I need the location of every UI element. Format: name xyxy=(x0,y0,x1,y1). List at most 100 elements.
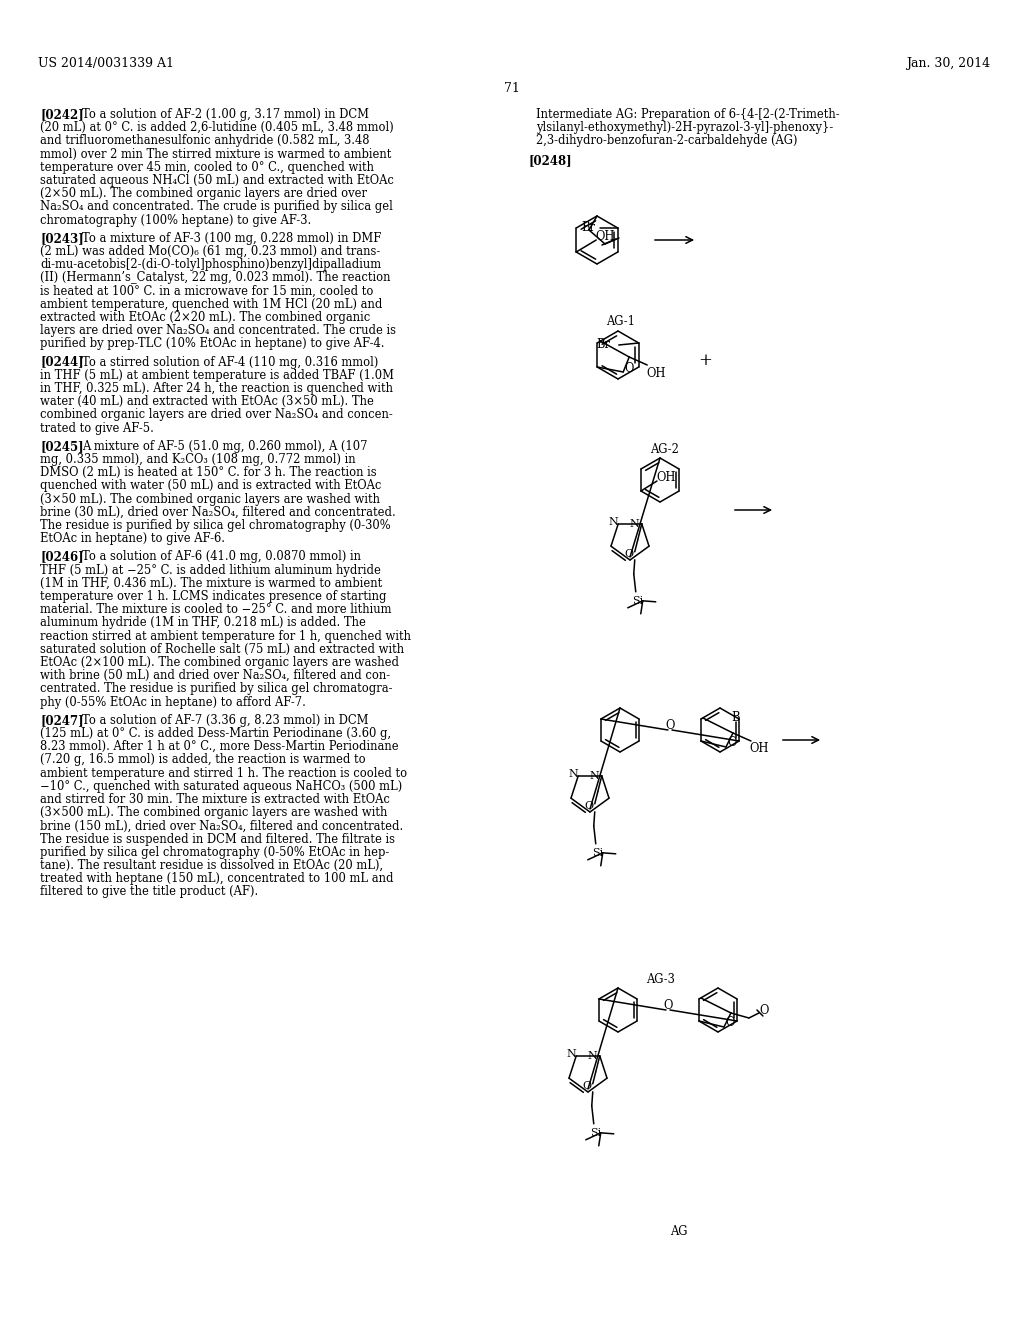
Text: [0244]: [0244] xyxy=(40,355,84,368)
Text: mmol) over 2 min The stirred mixture is warmed to ambient: mmol) over 2 min The stirred mixture is … xyxy=(40,148,391,161)
Text: (3×50 mL). The combined organic layers are washed with: (3×50 mL). The combined organic layers a… xyxy=(40,492,380,506)
Text: [0242]: [0242] xyxy=(40,108,84,121)
Text: temperature over 1 h. LCMS indicates presence of starting: temperature over 1 h. LCMS indicates pre… xyxy=(40,590,386,603)
Text: ambient temperature, quenched with 1M HCl (20 mL) and: ambient temperature, quenched with 1M HC… xyxy=(40,298,382,310)
Text: −10° C., quenched with saturated aqueous NaHCO₃ (500 mL): −10° C., quenched with saturated aqueous… xyxy=(40,780,402,793)
Text: and stirred for 30 min. The mixture is extracted with EtOAc: and stirred for 30 min. The mixture is e… xyxy=(40,793,390,807)
Text: layers are dried over Na₂SO₄ and concentrated. The crude is: layers are dried over Na₂SO₄ and concent… xyxy=(40,325,396,337)
Text: Br: Br xyxy=(582,220,596,234)
Text: in THF (5 mL) at ambient temperature is added TBAF (1.0M: in THF (5 mL) at ambient temperature is … xyxy=(40,368,394,381)
Text: and trifluoromethanesulfonic anhydride (0.582 mL, 3.48: and trifluoromethanesulfonic anhydride (… xyxy=(40,135,370,148)
Text: To a solution of AF-6 (41.0 mg, 0.0870 mmol) in: To a solution of AF-6 (41.0 mg, 0.0870 m… xyxy=(82,550,361,564)
Text: chromatography (100% heptane) to give AF-3.: chromatography (100% heptane) to give AF… xyxy=(40,214,311,227)
Text: O: O xyxy=(665,719,675,733)
Text: A mixture of AF-5 (51.0 mg, 0.260 mmol), A (107: A mixture of AF-5 (51.0 mg, 0.260 mmol),… xyxy=(82,440,368,453)
Text: filtered to give the title product (AF).: filtered to give the title product (AF). xyxy=(40,886,258,899)
Text: (20 mL) at 0° C. is added 2,6-lutidine (0.405 mL, 3.48 mmol): (20 mL) at 0° C. is added 2,6-lutidine (… xyxy=(40,121,394,135)
Text: (125 mL) at 0° C. is added Dess-Martin Periodinane (3.60 g,: (125 mL) at 0° C. is added Dess-Martin P… xyxy=(40,727,391,741)
Text: Jan. 30, 2014: Jan. 30, 2014 xyxy=(906,57,990,70)
Text: The residue is suspended in DCM and filtered. The filtrate is: The residue is suspended in DCM and filt… xyxy=(40,833,395,846)
Text: O: O xyxy=(727,737,736,748)
Text: mg, 0.335 mmol), and K₂CO₃ (108 mg, 0.772 mmol) in: mg, 0.335 mmol), and K₂CO₃ (108 mg, 0.77… xyxy=(40,453,355,466)
Text: ylsilanyl-ethoxymethyl)-2H-pyrazol-3-yl]-phenoxy}-: ylsilanyl-ethoxymethyl)-2H-pyrazol-3-yl]… xyxy=(536,121,834,135)
Text: quenched with water (50 mL) and is extracted with EtOAc: quenched with water (50 mL) and is extra… xyxy=(40,479,381,492)
Text: saturated aqueous NH₄Cl (50 mL) and extracted with EtOAc: saturated aqueous NH₄Cl (50 mL) and extr… xyxy=(40,174,394,187)
Text: N: N xyxy=(608,517,618,527)
Text: (7.20 g, 16.5 mmol) is added, the reaction is warmed to: (7.20 g, 16.5 mmol) is added, the reacti… xyxy=(40,754,366,767)
Text: DMSO (2 mL) is heated at 150° C. for 3 h. The reaction is: DMSO (2 mL) is heated at 150° C. for 3 h… xyxy=(40,466,377,479)
Text: OH: OH xyxy=(646,367,666,380)
Text: O: O xyxy=(759,1005,768,1016)
Text: N: N xyxy=(588,1051,598,1061)
Text: [0247]: [0247] xyxy=(40,714,84,727)
Text: purified by prep-TLC (10% EtOAc in heptane) to give AF-4.: purified by prep-TLC (10% EtOAc in hepta… xyxy=(40,338,384,350)
Text: with brine (50 mL) and dried over Na₂SO₄, filtered and con-: with brine (50 mL) and dried over Na₂SO₄… xyxy=(40,669,390,682)
Text: phy (0-55% EtOAc in heptane) to afford AF-7.: phy (0-55% EtOAc in heptane) to afford A… xyxy=(40,696,306,709)
Text: B: B xyxy=(731,711,739,723)
Text: 2,3-dihydro-benzofuran-2-carbaldehyde (AG): 2,3-dihydro-benzofuran-2-carbaldehyde (A… xyxy=(536,135,798,147)
Text: O: O xyxy=(725,1016,734,1030)
Text: +: + xyxy=(698,352,712,370)
Text: OH: OH xyxy=(595,230,614,243)
Text: tane). The resultant residue is dissolved in EtOAc (20 mL),: tane). The resultant residue is dissolve… xyxy=(40,859,383,873)
Text: [0246]: [0246] xyxy=(40,550,84,564)
Text: brine (30 mL), dried over Na₂SO₄, filtered and concentrated.: brine (30 mL), dried over Na₂SO₄, filter… xyxy=(40,506,395,519)
Text: US 2014/0031339 A1: US 2014/0031339 A1 xyxy=(38,57,174,70)
Text: (3×500 mL). The combined organic layers are washed with: (3×500 mL). The combined organic layers … xyxy=(40,807,387,820)
Text: Si: Si xyxy=(592,847,603,858)
Text: O: O xyxy=(625,362,634,375)
Text: purified by silica gel chromatography (0-50% EtOAc in hep-: purified by silica gel chromatography (0… xyxy=(40,846,389,859)
Text: O: O xyxy=(663,999,673,1012)
Text: centrated. The residue is purified by silica gel chromatogra-: centrated. The residue is purified by si… xyxy=(40,682,392,696)
Text: is heated at 100° C. in a microwave for 15 min, cooled to: is heated at 100° C. in a microwave for … xyxy=(40,285,374,297)
Text: treated with heptane (150 mL), concentrated to 100 mL and: treated with heptane (150 mL), concentra… xyxy=(40,873,393,886)
Text: Na₂SO₄ and concentrated. The crude is purified by silica gel: Na₂SO₄ and concentrated. The crude is pu… xyxy=(40,201,393,214)
Text: trated to give AF-5.: trated to give AF-5. xyxy=(40,421,154,434)
Text: EtOAc (2×100 mL). The combined organic layers are washed: EtOAc (2×100 mL). The combined organic l… xyxy=(40,656,399,669)
Text: [0243]: [0243] xyxy=(40,232,84,244)
Text: brine (150 mL), dried over Na₂SO₄, filtered and concentrated.: brine (150 mL), dried over Na₂SO₄, filte… xyxy=(40,820,403,833)
Text: The residue is purified by silica gel chromatography (0-30%: The residue is purified by silica gel ch… xyxy=(40,519,390,532)
Text: (II) (Hermann’s_Catalyst, 22 mg, 0.023 mmol). The reaction: (II) (Hermann’s_Catalyst, 22 mg, 0.023 m… xyxy=(40,272,390,284)
Text: EtOAc in heptane) to give AF-6.: EtOAc in heptane) to give AF-6. xyxy=(40,532,225,545)
Text: 71: 71 xyxy=(504,82,520,95)
Text: To a mixture of AF-3 (100 mg, 0.228 mmol) in DMF: To a mixture of AF-3 (100 mg, 0.228 mmol… xyxy=(82,232,381,244)
Text: OH: OH xyxy=(656,471,676,484)
Text: [0245]: [0245] xyxy=(40,440,84,453)
Text: O: O xyxy=(585,801,594,810)
Text: in THF, 0.325 mL). After 24 h, the reaction is quenched with: in THF, 0.325 mL). After 24 h, the react… xyxy=(40,381,393,395)
Text: THF (5 mL) at −25° C. is added lithium aluminum hydride: THF (5 mL) at −25° C. is added lithium a… xyxy=(40,564,381,577)
Text: AG: AG xyxy=(670,1225,687,1238)
Text: To a solution of AF-7 (3.36 g, 8.23 mmol) in DCM: To a solution of AF-7 (3.36 g, 8.23 mmol… xyxy=(82,714,369,727)
Text: di-mu-acetobis[2-(di-O-tolyl]phosphino)benzyl]dipalladium: di-mu-acetobis[2-(di-O-tolyl]phosphino)b… xyxy=(40,259,381,271)
Text: material. The mixture is cooled to −25° C. and more lithium: material. The mixture is cooled to −25° … xyxy=(40,603,391,616)
Text: AG-3: AG-3 xyxy=(646,973,675,986)
Text: saturated solution of Rochelle salt (75 mL) and extracted with: saturated solution of Rochelle salt (75 … xyxy=(40,643,404,656)
Text: (1M in THF, 0.436 mL). The mixture is warmed to ambient: (1M in THF, 0.436 mL). The mixture is wa… xyxy=(40,577,382,590)
Text: [0248]: [0248] xyxy=(528,154,571,168)
Text: To a stirred solution of AF-4 (110 mg, 0.316 mmol): To a stirred solution of AF-4 (110 mg, 0… xyxy=(82,355,379,368)
Text: Br: Br xyxy=(597,338,610,351)
Text: water (40 mL) and extracted with EtOAc (3×50 mL). The: water (40 mL) and extracted with EtOAc (… xyxy=(40,395,374,408)
Text: O: O xyxy=(583,1081,592,1090)
Text: To a solution of AF-2 (1.00 g, 3.17 mmol) in DCM: To a solution of AF-2 (1.00 g, 3.17 mmol… xyxy=(82,108,369,121)
Text: reaction stirred at ambient temperature for 1 h, quenched with: reaction stirred at ambient temperature … xyxy=(40,630,411,643)
Text: N: N xyxy=(566,1049,575,1059)
Text: Si: Si xyxy=(632,595,643,606)
Text: ambient temperature and stirred 1 h. The reaction is cooled to: ambient temperature and stirred 1 h. The… xyxy=(40,767,408,780)
Text: N: N xyxy=(568,768,578,779)
Text: O: O xyxy=(625,549,634,558)
Text: AG-1: AG-1 xyxy=(606,315,635,327)
Text: aluminum hydride (1M in THF, 0.218 mL) is added. The: aluminum hydride (1M in THF, 0.218 mL) i… xyxy=(40,616,366,630)
Text: Intermediate AG: Preparation of 6-{4-[2-(2-Trimeth-: Intermediate AG: Preparation of 6-{4-[2-… xyxy=(536,108,840,121)
Text: (2×50 mL). The combined organic layers are dried over: (2×50 mL). The combined organic layers a… xyxy=(40,187,367,201)
Text: 8.23 mmol). After 1 h at 0° C., more Dess-Martin Periodinane: 8.23 mmol). After 1 h at 0° C., more Des… xyxy=(40,741,398,754)
Text: N: N xyxy=(630,519,640,529)
Text: Si: Si xyxy=(590,1127,601,1138)
Text: AG-2: AG-2 xyxy=(650,444,679,455)
Text: extracted with EtOAc (2×20 mL). The combined organic: extracted with EtOAc (2×20 mL). The comb… xyxy=(40,312,371,323)
Text: combined organic layers are dried over Na₂SO₄ and concen-: combined organic layers are dried over N… xyxy=(40,408,393,421)
Text: temperature over 45 min, cooled to 0° C., quenched with: temperature over 45 min, cooled to 0° C.… xyxy=(40,161,374,174)
Text: N: N xyxy=(590,771,599,781)
Text: (2 mL) was added Mo(CO)₆ (61 mg, 0.23 mmol) and trans-: (2 mL) was added Mo(CO)₆ (61 mg, 0.23 mm… xyxy=(40,246,380,257)
